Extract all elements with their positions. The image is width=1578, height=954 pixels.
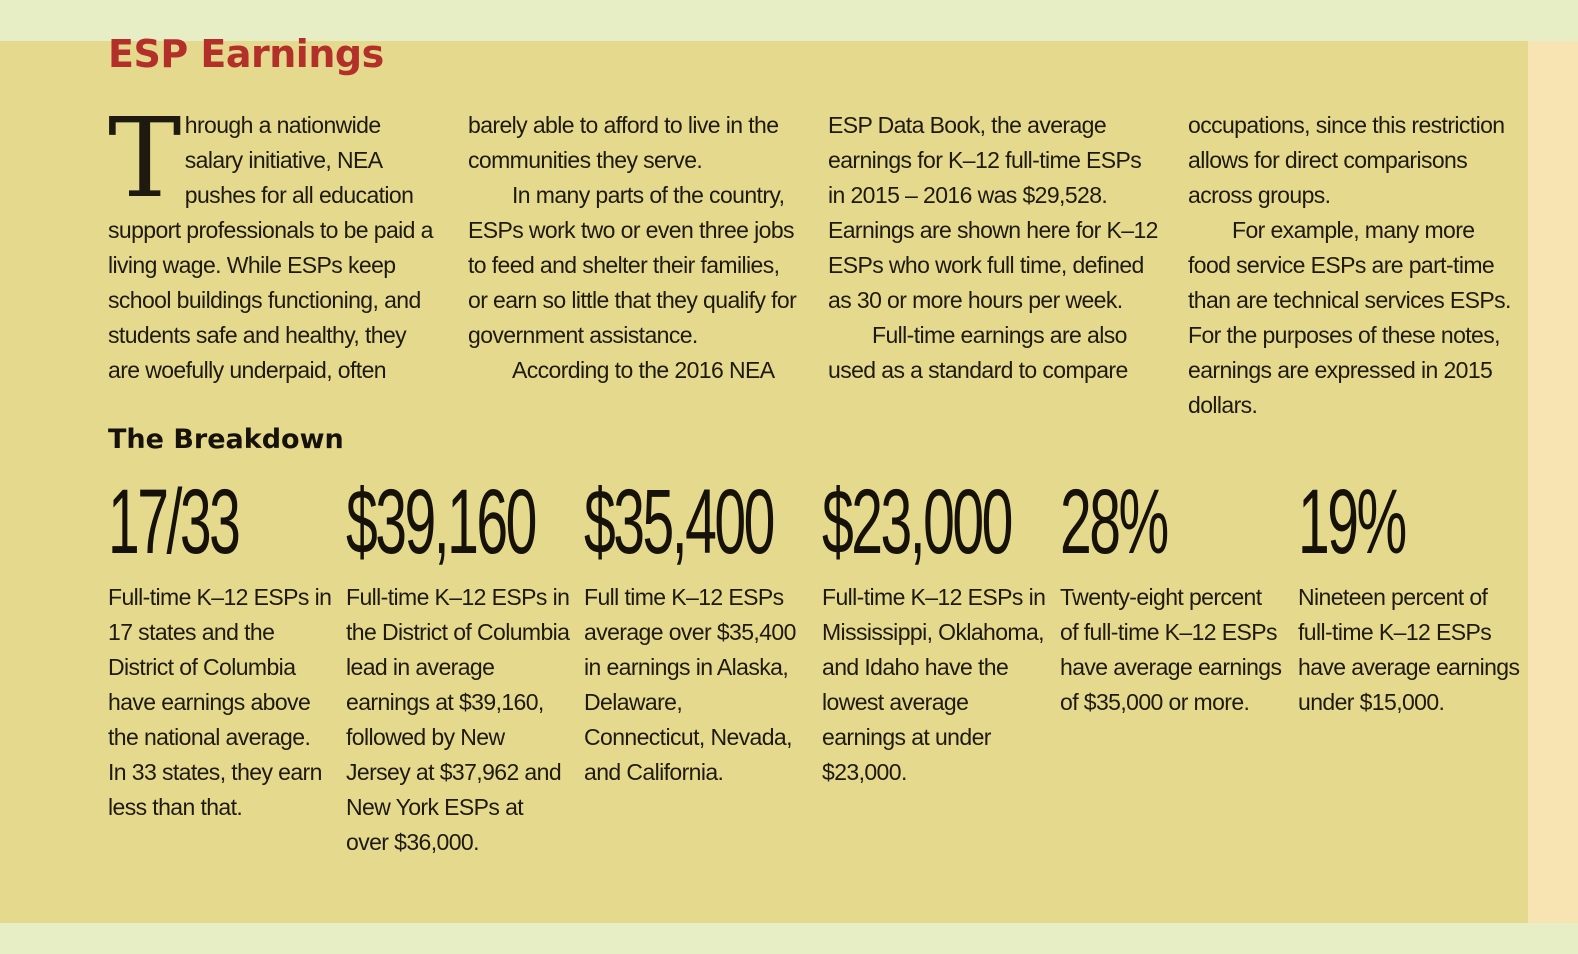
page-title: ESP Earnings [108,32,384,76]
stat-description: Full time K–12 ESPs average over $35,400… [584,584,796,785]
stat-item: 19% Nineteen percent of full-time K–12 E… [1298,472,1536,860]
intro-paragraph: According to the 2016 NEA [512,357,775,383]
stat-value: 17/33 [108,471,241,573]
stat-description: Nineteen percent of full-time K–12 ESPs … [1298,584,1520,715]
drop-cap: T [108,94,181,222]
intro-paragraph: For example, many more food service ESPs… [1188,217,1511,418]
stats-row: 17/33 Full-time K–12 ESPs in 17 states a… [108,472,1536,860]
stat-item: 28% Twenty-eight percent of full-time K–… [1060,472,1298,860]
stat-description: Full-time K–12 ESPs in 17 states and the… [108,584,332,820]
stat-value: $39,160 [346,471,537,573]
stat-description: Full-time K–12 ESPs in the District of C… [346,584,570,855]
intro-paragraph: ESP Data Book, the average earnings for … [828,112,1158,313]
stat-value: 19% [1298,471,1407,573]
stat-description: Twenty-eight percent of full-time K–12 E… [1060,584,1282,715]
breakdown-heading: The Breakdown [108,424,344,455]
intro-column-4: occupations, since this restriction allo… [1188,108,1548,423]
intro-paragraph: barely able to afford to live in the com… [468,112,779,173]
stat-description: Full-time K–12 ESPs in Mississippi, Okla… [822,584,1046,785]
intro-paragraph: In many parts of the country, ESPs work … [468,182,797,348]
stat-value: $23,000 [822,471,1013,573]
stat-item: $39,160 Full-time K–12 ESPs in the Distr… [346,472,584,860]
right-margin-strip [1528,41,1578,923]
intro-column-2: barely able to afford to live in the com… [468,108,828,423]
stat-item: $35,400 Full time K–12 ESPs average over… [584,472,822,860]
intro-paragraph: Full-time earnings are also used as a st… [828,322,1128,383]
content-panel [0,41,1528,923]
intro-paragraph: hrough a nationwide salary initiative, N… [108,112,433,383]
stat-value: $35,400 [584,471,775,573]
intro-paragraph: occupations, since this restriction allo… [1188,112,1505,208]
stat-value: 28% [1060,471,1169,573]
stat-item: $23,000 Full-time K–12 ESPs in Mississip… [822,472,1060,860]
intro-column-3: ESP Data Book, the average earnings for … [828,108,1188,423]
stat-item: 17/33 Full-time K–12 ESPs in 17 states a… [108,472,346,860]
